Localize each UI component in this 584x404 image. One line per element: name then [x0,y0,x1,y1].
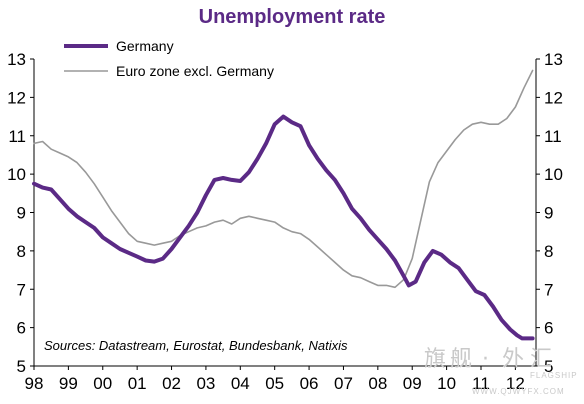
x-tick-label: 11 [472,374,490,393]
legend-label: Germany [116,38,174,54]
x-tick-label: 06 [300,374,319,393]
series-line-euro-zone-excl-germany [33,69,534,289]
y-tick-label-right: 13 [544,50,563,69]
x-tick-label: 04 [231,374,250,393]
x-tick-label: 09 [403,374,422,393]
watermark-char: 外 [502,347,524,372]
watermark-url: WWW.QJWYFX.COM [472,387,565,396]
watermark-char: 旗 [424,347,446,372]
y-tick-label-right: 8 [544,242,553,261]
watermark: 旗 舰 · 外 汇 FLAGSHIP WWW.QJWYFX.COM [424,347,578,396]
y-tick-label-right: 12 [544,88,563,107]
y-tick-label-left: 7 [17,280,26,299]
x-tick-label: 08 [368,374,387,393]
legend-label: Euro zone excl. Germany [116,63,274,79]
y-tick-label-left: 9 [17,204,26,223]
watermark-sub: FLAGSHIP [530,371,578,380]
y-tick-label-left: 10 [7,165,26,184]
y-tick-label-left: 6 [17,319,26,338]
x-tick-label: 07 [334,374,353,393]
y-tick-label-right: 11 [544,127,562,146]
x-tick-label: 03 [196,374,215,393]
series-lines [32,69,535,341]
x-tick-label: 99 [59,374,78,393]
y-tick-label-right: 7 [544,280,553,299]
x-axis: 98 99 00 01 02 03 04 05 06 07 08 09 10 11 12 [25,366,525,393]
y-tick-label-left: 5 [17,357,26,376]
x-tick-label: 98 [25,374,44,393]
x-tick-label: 05 [265,374,284,393]
y-tick-label-right: 9 [544,204,553,223]
x-tick-label: 10 [437,374,456,393]
x-tick-label: 02 [162,374,181,393]
x-tick-label: 12 [506,374,525,393]
y-axis-left: 5 6 7 8 9 10 11 12 13 [7,50,34,376]
source-note: Sources: Datastream, Eurostat, Bundesban… [44,338,348,353]
axes [33,59,537,367]
y-tick-label-left: 13 [7,50,26,69]
y-tick-label-right: 5 [544,357,553,376]
chart-title: Unemployment rate [198,6,386,28]
series-line-germany [32,114,535,341]
watermark-char: · [482,347,489,372]
y-tick-label-left: 8 [17,242,26,261]
y-tick-label-right: 10 [544,165,563,184]
x-tick-label: 01 [128,374,147,393]
y-tick-label-right: 6 [544,319,553,338]
watermark-char: 舰 [450,347,472,372]
legend: Germany Euro zone excl. Germany [64,38,274,79]
x-tick-label: 00 [93,374,112,393]
y-axis-right: 5 6 7 8 9 10 11 12 13 [536,50,563,376]
watermark-char: 汇 [530,347,552,372]
y-tick-label-left: 11 [8,127,26,146]
y-tick-label-left: 12 [7,88,26,107]
